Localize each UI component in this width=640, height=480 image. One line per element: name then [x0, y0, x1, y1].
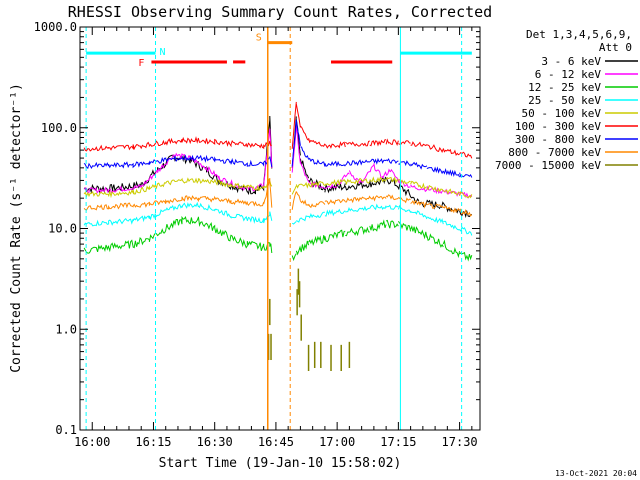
legend-header-line-2: Att 0: [599, 41, 632, 54]
x-axis-label: Start Time (19-Jan-10 15:58:02): [159, 456, 402, 471]
saa-label: S: [256, 33, 262, 44]
plot-area: N F S 0.1 1.0 10.0 100.0 1000.0 16:00 16:15 16:30 1…: [34, 20, 481, 449]
series-line-7: [83, 178, 473, 217]
legend-label: 300 - 800 keV: [515, 133, 601, 146]
legend-label: 25 - 50 keV: [528, 94, 601, 107]
x-tick-label: 17:00: [319, 435, 355, 449]
x-tick-label: 16:45: [258, 435, 294, 449]
y-tick-label: 10.0: [48, 222, 77, 236]
y-tick-label: 1000.0: [34, 20, 77, 34]
legend-label: 800 - 7000 keV: [508, 146, 601, 159]
legend-label: 12 - 25 keV: [528, 81, 601, 94]
x-tick-label: 16:30: [197, 435, 233, 449]
chart-title: RHESSI Observing Summary Count Rates, Co…: [68, 3, 492, 21]
legend-label: 100 - 300 keV: [515, 120, 601, 133]
x-tick-label: 17:15: [380, 435, 416, 449]
series-line-4: [83, 176, 473, 199]
series-line-1: [83, 125, 473, 199]
series-line-2: [83, 215, 473, 262]
legend-label: 50 - 100 keV: [522, 107, 602, 120]
legend-label: 6 - 12 keV: [535, 68, 602, 81]
legend-header-line-1: Det 1,3,4,5,6,9,: [526, 28, 632, 41]
x-tick-label: 16:15: [135, 435, 171, 449]
y-tick-label: 100.0: [41, 121, 77, 135]
flare-label: F: [138, 58, 144, 69]
y-tick-label: 0.1: [55, 423, 77, 437]
y-axis-label: Corrected Count Rate (s⁻¹ detector⁻¹): [9, 83, 24, 373]
x-tick-label: 16:00: [74, 435, 110, 449]
legend-label: 7000 - 15000 keV: [495, 159, 601, 172]
night-label: N: [160, 47, 166, 58]
series-line-6: [83, 119, 473, 178]
x-tick-label: 17:30: [442, 435, 478, 449]
series-line-5: [83, 101, 473, 159]
series-line-3: [83, 201, 473, 236]
legend-label: 3 - 6 keV: [541, 55, 601, 68]
y-tick-label: 1.0: [55, 322, 77, 336]
footer-date: 13-Oct-2021 20:04: [555, 469, 637, 478]
saa-region: [267, 27, 293, 430]
